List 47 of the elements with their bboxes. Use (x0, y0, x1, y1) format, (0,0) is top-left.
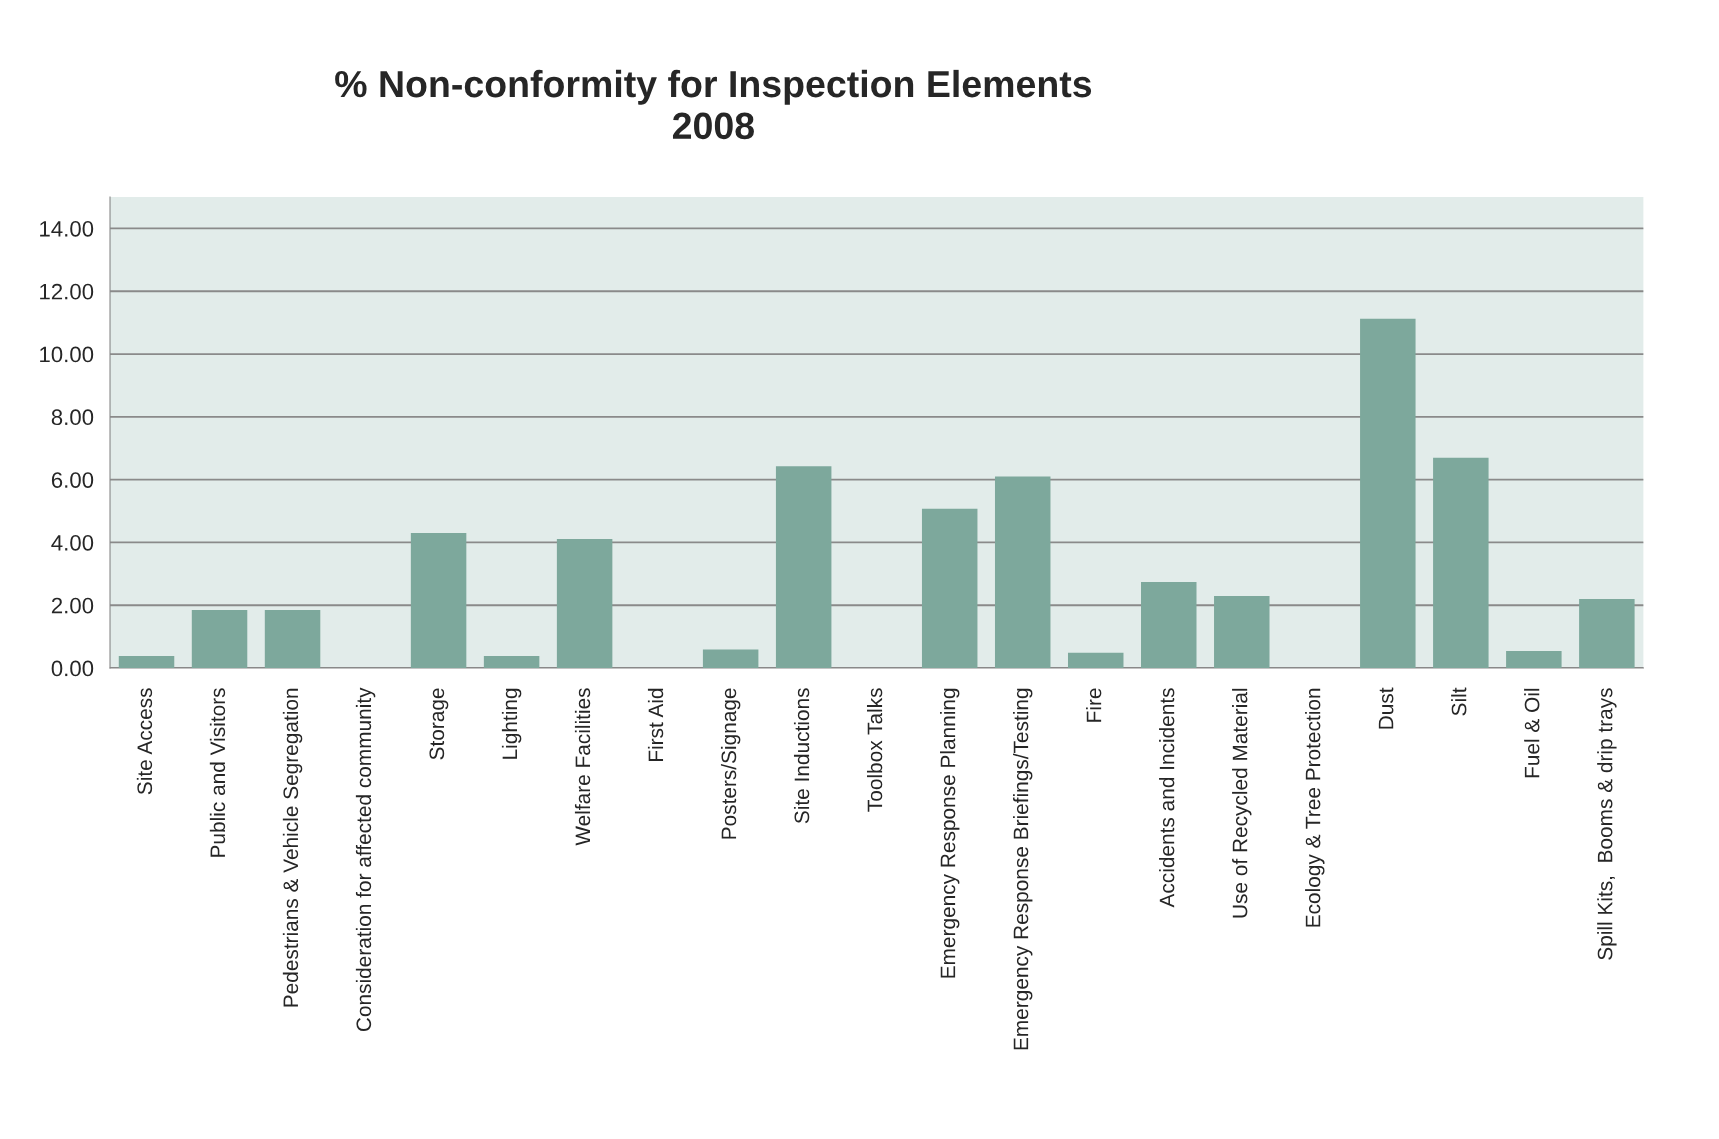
x-tick-label: Spill Kits, Booms & drip trays (1597, 688, 1617, 960)
x-tick-label: First Aid (647, 688, 664, 762)
bar (775, 466, 832, 669)
bar (1067, 652, 1124, 669)
bar (1506, 651, 1562, 669)
x-tick-label: Accidents and Incidents (1159, 688, 1175, 908)
bar (191, 609, 248, 669)
x-tick-label: Site Access (136, 688, 153, 795)
x-tick-label: Posters/Signage (720, 688, 741, 839)
y-tick-label: 0.00 (51, 660, 94, 677)
y-tick-label: 8.00 (51, 409, 94, 426)
x-tick-label: Emergency Response Planning (940, 688, 960, 978)
x-tick-label: Storage (429, 688, 449, 760)
x-tick-label: Ecology & Tree Protection (1305, 688, 1325, 927)
y-tick-label: 2.00 (51, 597, 94, 614)
bar (264, 609, 321, 669)
bar (1214, 596, 1270, 669)
bar (921, 508, 978, 669)
bar (410, 533, 467, 669)
bar (702, 649, 759, 669)
x-tick-label: Emergency Response Briefings/Testing (1013, 688, 1033, 1050)
y-tick-label: 12.00 (40, 283, 94, 300)
x-tick-label: Use of Recycled Material (1232, 688, 1252, 918)
bar (1141, 581, 1197, 669)
bar (1433, 457, 1489, 669)
y-tick-label: 4.00 (51, 534, 94, 551)
x-tick-label: Consideration for affected community (355, 687, 376, 1032)
x-tick-label: Site Inductions (793, 688, 810, 824)
x-tick-label: Pedestrians & Vehicle Segregation (282, 688, 303, 1007)
bar (118, 656, 175, 669)
x-tick-label: Silt (1451, 687, 1467, 716)
bar (1579, 598, 1635, 669)
y-tick-label: 14.00 (40, 220, 94, 237)
x-tick-label: Public and Visitors (209, 688, 226, 857)
x-tick-label: Fuel & Oil (1524, 688, 1540, 778)
bar (994, 476, 1051, 669)
y-tick-label: 6.00 (51, 472, 94, 488)
bar (483, 656, 540, 669)
chart-title: % Non-conformity for Inspection Elements 2008 (335, 69, 1092, 140)
x-tick-label: Lighting (501, 688, 522, 759)
y-tick-label: 10.00 (40, 346, 94, 363)
x-tick-label: Fire (1086, 688, 1102, 722)
x-tick-label: Dust (1378, 687, 1394, 729)
x-tick-label: Toolbox Talks (866, 688, 883, 812)
bar (1360, 318, 1416, 669)
bar (556, 538, 613, 669)
x-tick-label: Welfare Facilities (574, 688, 591, 846)
